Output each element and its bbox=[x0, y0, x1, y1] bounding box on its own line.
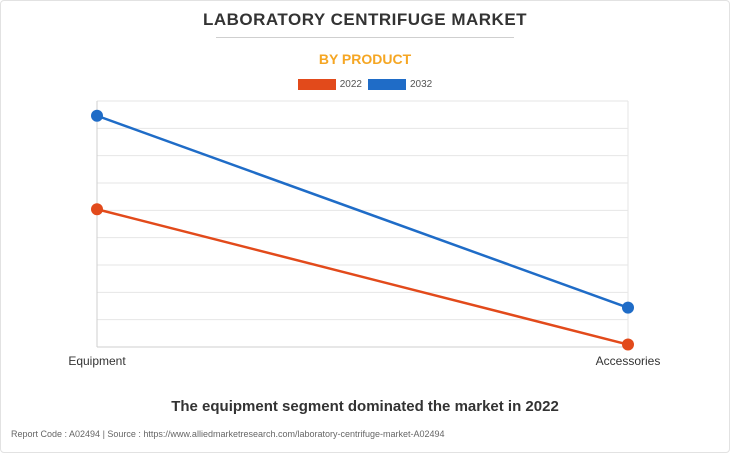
legend-item-2032[interactable]: 2032 bbox=[368, 79, 432, 90]
data-point-2022-accessories bbox=[622, 338, 634, 351]
legend-label-2022: 2022 bbox=[339, 79, 362, 90]
title-divider bbox=[216, 37, 514, 38]
chart-title: LABORATORY CENTRIFUGE MARKET bbox=[202, 10, 528, 29]
chart-legend: 2022 2032 bbox=[0, 79, 730, 90]
legend-swatch-2022 bbox=[297, 79, 336, 90]
chart-caption: The equipment segment dominated the mark… bbox=[171, 398, 559, 415]
x-tick-label-accessories: Accessories bbox=[596, 354, 661, 368]
report-footer: Report Code : A02494 | Source : https://… bbox=[11, 429, 445, 439]
series-line-2022 bbox=[96, 208, 629, 346]
legend-item-2022[interactable]: 2022 bbox=[297, 79, 362, 90]
data-point-2032-equipment bbox=[91, 109, 103, 122]
series-line-2032 bbox=[96, 114, 629, 309]
data-point-2022-equipment bbox=[91, 203, 103, 216]
legend-swatch-2032 bbox=[368, 79, 406, 90]
x-tick-label-equipment: Equipment bbox=[68, 354, 126, 368]
data-point-2032-accessories bbox=[622, 301, 634, 314]
chart-subtitle: BY PRODUCT bbox=[318, 51, 412, 67]
legend-label-2032: 2032 bbox=[410, 79, 433, 90]
